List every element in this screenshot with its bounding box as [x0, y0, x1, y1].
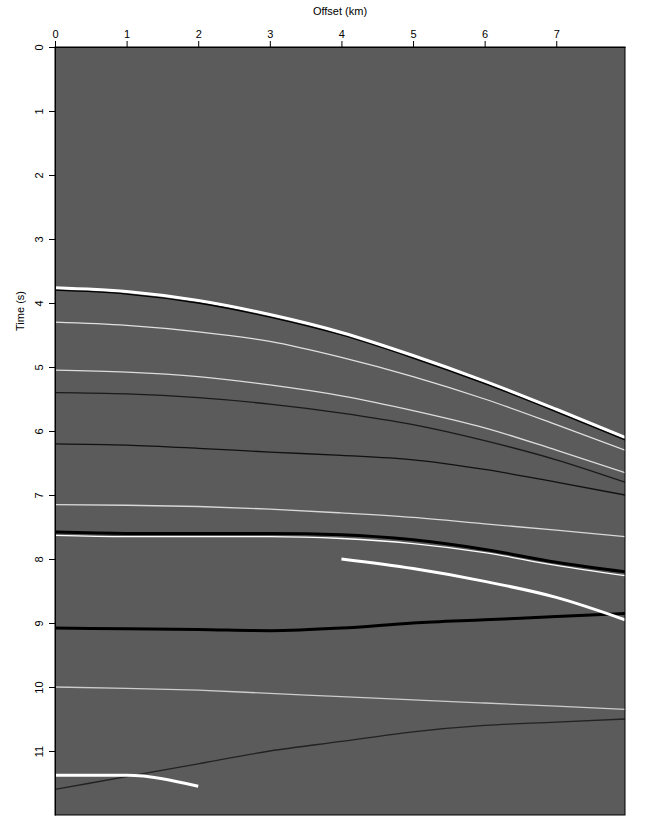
reflection-event — [55, 775, 198, 786]
x-tick-label: 0 — [52, 28, 58, 40]
x-tick: 3 — [267, 28, 273, 47]
y-tick-mark — [49, 47, 55, 48]
y-tick: 5 — [33, 364, 55, 370]
y-tick-label: 1 — [33, 108, 45, 114]
y-tick: 7 — [33, 492, 55, 498]
x-tick-mark — [127, 41, 128, 47]
y-tick-mark — [49, 623, 55, 624]
x-tick-label: 1 — [124, 28, 130, 40]
reflection-event — [55, 505, 625, 537]
y-tick: 6 — [33, 428, 55, 434]
x-tick: 2 — [196, 28, 202, 47]
y-tick: 1 — [33, 108, 55, 114]
x-tick-mark — [341, 41, 342, 47]
reflection-event — [55, 613, 625, 630]
y-tick-label: 2 — [33, 172, 45, 178]
plot-background — [55, 47, 625, 815]
series-group — [55, 288, 625, 790]
x-tick-mark — [55, 41, 56, 47]
y-tick-mark — [49, 111, 55, 112]
y-tick-mark — [49, 175, 55, 176]
x-tick-mark — [198, 41, 199, 47]
x-tick-label: 6 — [482, 28, 488, 40]
y-tick-label: 11 — [33, 746, 45, 757]
x-tick-label: 5 — [410, 28, 416, 40]
y-tick-mark — [49, 751, 55, 752]
chart: 0 1 2 3 4 5 6 7 0 1 2 3 4 5 6 7 8 9 10 11 Offset (km) Time (s… — [0, 0, 668, 836]
y-tick: 9 — [33, 620, 55, 626]
x-tick: 7 — [554, 28, 560, 47]
y-tick-mark — [49, 431, 55, 432]
y-tick-mark — [49, 367, 55, 368]
reflection-event — [341, 559, 625, 620]
x-axis-line — [56, 47, 626, 48]
reflection-event — [55, 290, 625, 440]
plot-frame — [55, 47, 625, 815]
y-tick: 11 — [33, 746, 55, 757]
y-tick-label: 4 — [33, 300, 45, 306]
reflection-event — [55, 535, 625, 575]
x-tick: 5 — [410, 28, 416, 47]
x-tick-mark — [556, 41, 557, 47]
y-axis: 0 1 2 3 4 5 6 7 8 9 10 11 — [33, 44, 56, 815]
y-axis-title: Time (s) — [14, 291, 26, 331]
reflection-event — [55, 288, 625, 438]
y-tick-mark — [49, 303, 55, 304]
y-tick-label: 9 — [33, 620, 45, 626]
y-tick-label: 6 — [33, 428, 45, 434]
reflection-event — [55, 719, 625, 789]
y-tick-label: 8 — [33, 556, 45, 562]
y-tick-mark — [49, 239, 55, 240]
reflection-event — [55, 444, 625, 495]
x-tick: 6 — [482, 28, 488, 47]
reflection-event — [55, 687, 625, 709]
x-tick-mark — [270, 41, 271, 47]
y-tick-label: 5 — [33, 364, 45, 370]
y-tick: 0 — [33, 44, 55, 50]
y-tick-label: 10 — [33, 681, 45, 693]
y-tick: 3 — [33, 236, 55, 242]
reflection-event — [55, 322, 625, 450]
x-tick-label: 4 — [339, 28, 345, 40]
x-tick: 4 — [339, 28, 345, 47]
y-tick: 10 — [33, 681, 55, 693]
reflection-event — [55, 393, 625, 483]
y-tick-mark — [49, 687, 55, 688]
y-tick: 4 — [33, 300, 55, 306]
x-tick-mark — [485, 41, 486, 47]
x-tick: 1 — [124, 28, 130, 47]
y-tick-mark — [49, 559, 55, 560]
y-tick: 2 — [33, 172, 55, 178]
y-tick-label: 7 — [33, 492, 45, 498]
x-axis-title: Offset (km) — [313, 5, 367, 17]
y-axis-line — [55, 48, 56, 816]
y-tick: 8 — [33, 556, 55, 562]
x-tick-mark — [413, 41, 414, 47]
x-tick-label: 7 — [554, 28, 560, 40]
y-tick-label: 0 — [33, 44, 45, 50]
x-tick-label: 3 — [267, 28, 273, 40]
plot: 0 1 2 3 4 5 6 7 0 1 2 3 4 5 6 7 8 9 10 11 — [33, 28, 626, 816]
y-tick-mark — [49, 495, 55, 496]
reflection-event — [55, 370, 625, 472]
x-tick-label: 2 — [196, 28, 202, 40]
x-axis: 0 1 2 3 4 5 6 7 — [52, 28, 625, 48]
y-tick-label: 3 — [33, 236, 45, 242]
x-tick: 0 — [52, 28, 58, 47]
